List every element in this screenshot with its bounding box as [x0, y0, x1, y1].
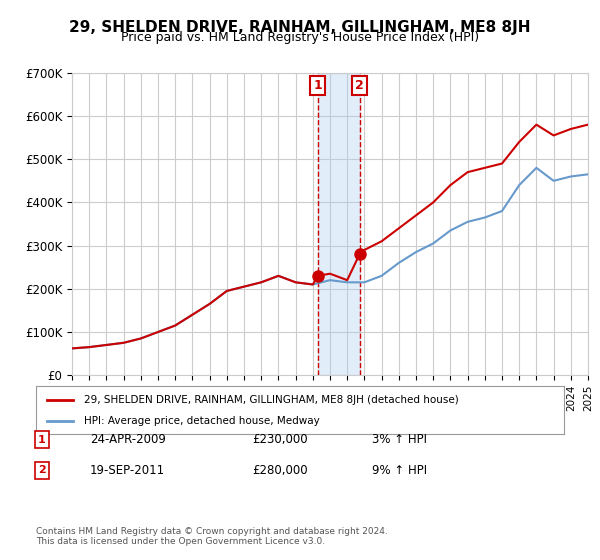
Text: 29, SHELDEN DRIVE, RAINHAM, GILLINGHAM, ME8 8JH (detached house): 29, SHELDEN DRIVE, RAINHAM, GILLINGHAM, …	[83, 395, 458, 405]
Text: 9% ↑ HPI: 9% ↑ HPI	[372, 464, 427, 477]
Text: 2: 2	[38, 465, 46, 475]
Text: £230,000: £230,000	[252, 433, 308, 446]
Text: 1: 1	[38, 435, 46, 445]
Text: HPI: Average price, detached house, Medway: HPI: Average price, detached house, Medw…	[83, 416, 319, 426]
Text: £280,000: £280,000	[252, 464, 308, 477]
Text: Contains HM Land Registry data © Crown copyright and database right 2024.
This d: Contains HM Land Registry data © Crown c…	[36, 526, 388, 546]
Text: 2: 2	[355, 79, 364, 92]
Text: 24-APR-2009: 24-APR-2009	[90, 433, 166, 446]
Text: 1: 1	[314, 79, 322, 92]
Text: 29, SHELDEN DRIVE, RAINHAM, GILLINGHAM, ME8 8JH: 29, SHELDEN DRIVE, RAINHAM, GILLINGHAM, …	[69, 20, 531, 35]
Text: Price paid vs. HM Land Registry's House Price Index (HPI): Price paid vs. HM Land Registry's House …	[121, 31, 479, 44]
Bar	[318, 73, 359, 375]
Text: 19-SEP-2011: 19-SEP-2011	[90, 464, 165, 477]
Text: 3% ↑ HPI: 3% ↑ HPI	[372, 433, 427, 446]
